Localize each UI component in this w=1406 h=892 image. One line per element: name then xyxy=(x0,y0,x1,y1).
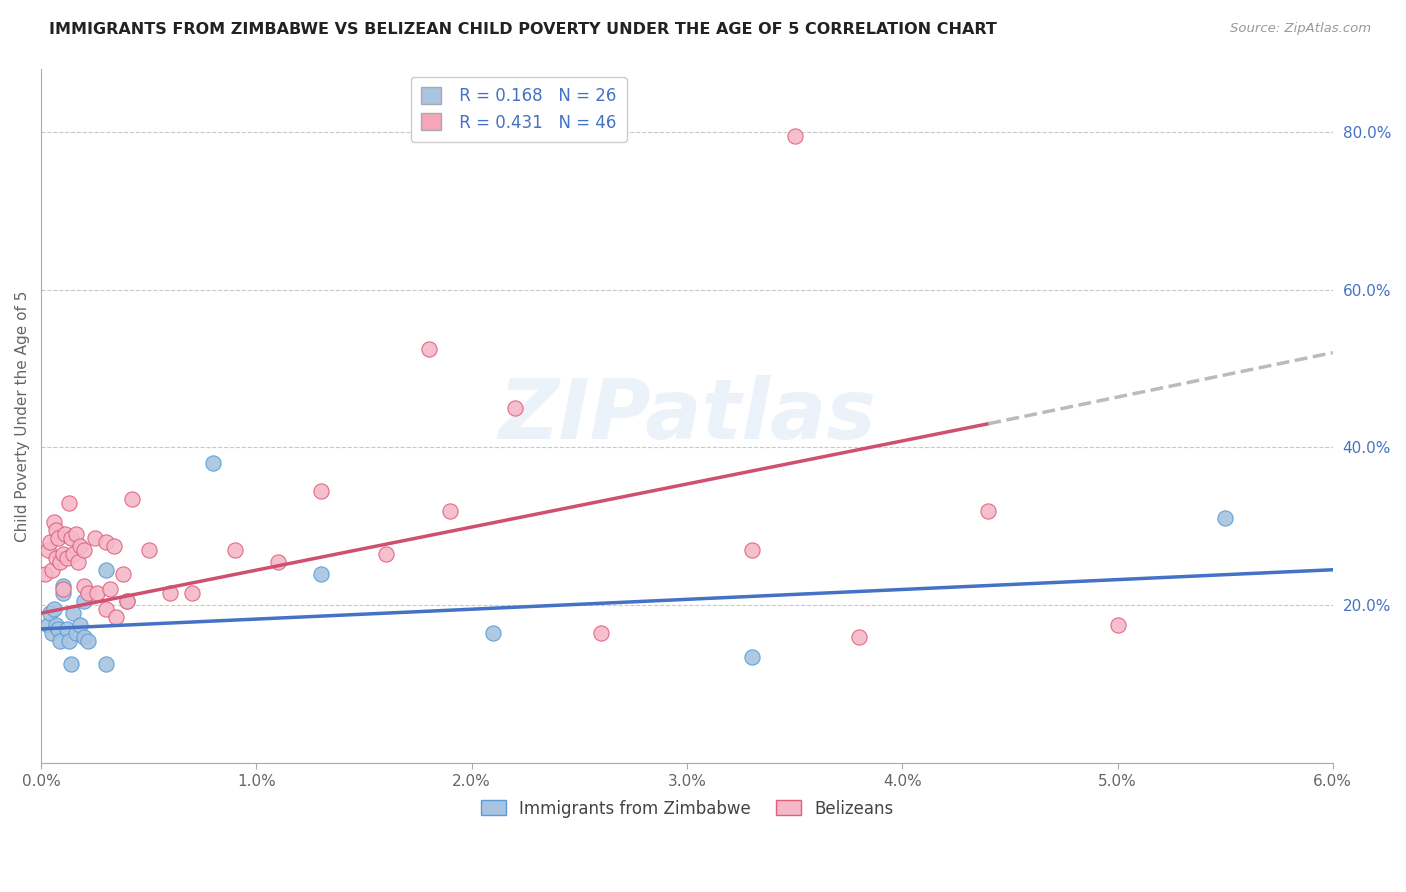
Point xyxy=(38,606,60,620)
Point xyxy=(418,342,440,356)
Point xyxy=(45,618,67,632)
Point xyxy=(439,503,461,517)
Point xyxy=(94,657,117,672)
Point xyxy=(66,555,89,569)
Point xyxy=(52,547,75,561)
Text: IMMIGRANTS FROM ZIMBABWE VS BELIZEAN CHILD POVERTY UNDER THE AGE OF 5 CORRELATIO: IMMIGRANTS FROM ZIMBABWE VS BELIZEAN CHI… xyxy=(49,22,997,37)
Point xyxy=(45,523,67,537)
Point xyxy=(98,582,121,597)
Point xyxy=(41,563,63,577)
Point xyxy=(977,503,1000,517)
Point xyxy=(159,586,181,600)
Point xyxy=(69,618,91,632)
Point xyxy=(58,496,80,510)
Point xyxy=(52,578,75,592)
Point xyxy=(783,128,806,143)
Point xyxy=(1107,618,1129,632)
Legend: Immigrants from Zimbabwe, Belizeans: Immigrants from Zimbabwe, Belizeans xyxy=(474,793,900,824)
Point xyxy=(49,633,72,648)
Point xyxy=(73,594,96,608)
Point xyxy=(41,626,63,640)
Point xyxy=(105,610,128,624)
Point xyxy=(73,543,96,558)
Point xyxy=(111,566,134,581)
Point xyxy=(84,531,107,545)
Point xyxy=(62,547,84,561)
Point xyxy=(121,491,143,506)
Point xyxy=(77,633,100,648)
Point xyxy=(52,586,75,600)
Point xyxy=(37,618,59,632)
Point xyxy=(56,550,79,565)
Point xyxy=(52,582,75,597)
Point xyxy=(309,566,332,581)
Point xyxy=(741,649,763,664)
Point xyxy=(45,550,67,565)
Point xyxy=(60,657,83,672)
Text: Source: ZipAtlas.com: Source: ZipAtlas.com xyxy=(1230,22,1371,36)
Point xyxy=(42,516,65,530)
Point xyxy=(53,527,76,541)
Point xyxy=(65,626,87,640)
Point xyxy=(482,626,505,640)
Point xyxy=(65,527,87,541)
Point xyxy=(60,531,83,545)
Point xyxy=(46,622,69,636)
Text: ZIPatlas: ZIPatlas xyxy=(498,376,876,457)
Point xyxy=(180,586,202,600)
Point xyxy=(267,555,290,569)
Point xyxy=(503,401,526,415)
Point xyxy=(94,563,117,577)
Point xyxy=(115,594,138,608)
Point xyxy=(69,539,91,553)
Point xyxy=(42,602,65,616)
Point xyxy=(115,594,138,608)
Point xyxy=(309,483,332,498)
Point xyxy=(94,602,117,616)
Point xyxy=(138,543,160,558)
Point xyxy=(741,543,763,558)
Y-axis label: Child Poverty Under the Age of 5: Child Poverty Under the Age of 5 xyxy=(15,290,30,541)
Point xyxy=(1213,511,1236,525)
Point xyxy=(202,456,225,470)
Point xyxy=(34,566,56,581)
Point xyxy=(224,543,246,558)
Point xyxy=(73,630,96,644)
Point xyxy=(49,555,72,569)
Point xyxy=(94,535,117,549)
Point xyxy=(589,626,612,640)
Point xyxy=(103,539,125,553)
Point xyxy=(73,578,96,592)
Point xyxy=(374,547,396,561)
Point xyxy=(46,531,69,545)
Point xyxy=(56,622,79,636)
Point xyxy=(58,633,80,648)
Point xyxy=(77,586,100,600)
Point xyxy=(38,535,60,549)
Point xyxy=(848,630,870,644)
Point xyxy=(86,586,108,600)
Point xyxy=(62,606,84,620)
Point xyxy=(37,543,59,558)
